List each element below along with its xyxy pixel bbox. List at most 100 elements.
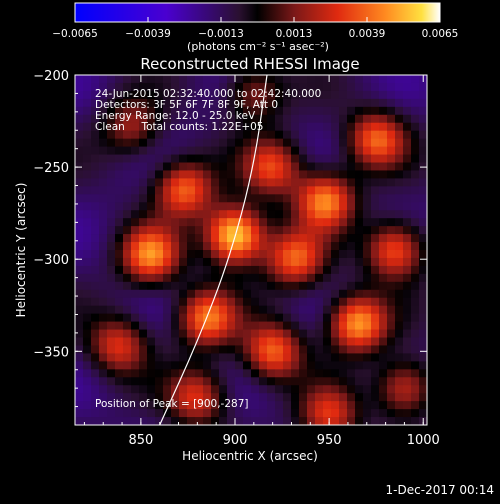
heatmap-cell <box>259 329 268 339</box>
annotation-detectors: Detectors: 3F 5F 6F 7F 8F 9F, Att 0 <box>95 99 278 111</box>
heatmap-cell <box>283 122 292 132</box>
heatmap-cell <box>107 178 116 187</box>
heatmap-cell <box>123 122 132 132</box>
heatmap-cell <box>283 337 292 347</box>
heatmap-cell <box>331 106 340 116</box>
heatmap-cell <box>395 265 404 275</box>
heatmap-cell <box>299 250 308 259</box>
heatmap-cell <box>195 226 204 235</box>
heatmap-cell <box>355 393 364 402</box>
heatmap-cell <box>363 90 372 100</box>
heatmap-cell <box>259 393 268 402</box>
heatmap-cell <box>115 417 124 425</box>
heatmap-cell <box>387 257 396 267</box>
heatmap-cell <box>235 337 244 347</box>
solar-limb-line <box>159 75 268 425</box>
heatmap-cell <box>235 210 244 219</box>
heatmap-cell <box>83 122 92 132</box>
heatmap-cell <box>267 265 276 275</box>
heatmap-cell <box>163 337 172 347</box>
heatmap-cell <box>163 154 172 164</box>
heatmap-cell <box>139 242 148 251</box>
heatmap-cell <box>251 313 260 323</box>
heatmap-cell <box>163 90 172 100</box>
heatmap-cell <box>355 361 364 370</box>
heatmap-cell <box>323 353 332 362</box>
heatmap-cell <box>219 329 228 339</box>
heatmap-cell <box>171 273 180 283</box>
heatmap-cell <box>267 321 276 331</box>
heatmap-cell <box>411 385 420 394</box>
heatmap-cell <box>123 377 132 386</box>
heatmap-cell <box>83 281 92 291</box>
colorbar-unit-label: (photons cm⁻² s⁻¹ asec⁻²) <box>187 40 329 53</box>
heatmap-cell <box>411 178 420 187</box>
heatmap-cell <box>379 178 388 187</box>
heatmap-cell <box>379 409 388 418</box>
heatmap-cell <box>235 377 244 386</box>
heatmap-cell <box>211 369 220 378</box>
heatmap-cell <box>259 218 268 227</box>
heatmap-cell <box>307 361 316 370</box>
heatmap-cell <box>147 369 156 378</box>
heatmap-cell <box>315 273 324 283</box>
heatmap-cell <box>139 393 148 402</box>
heatmap-cell <box>379 242 388 251</box>
heatmap-cell <box>243 98 252 108</box>
heatmap-cell <box>411 273 420 283</box>
heatmap-cell <box>315 178 324 187</box>
heatmap-cell <box>139 250 148 259</box>
heatmap-cell <box>331 297 340 307</box>
heatmap-cell <box>203 194 212 203</box>
heatmap-cell <box>195 361 204 370</box>
heatmap-cell <box>107 154 116 164</box>
heatmap-cell <box>107 321 116 331</box>
heatmap-cell <box>363 114 372 124</box>
heatmap-cell <box>291 281 300 291</box>
heatmap-cell <box>419 273 427 283</box>
heatmap-cell <box>291 329 300 339</box>
heatmap-cell <box>291 385 300 394</box>
heatmap-cell <box>307 162 316 172</box>
heatmap-cell <box>315 409 324 418</box>
heatmap-cell <box>171 265 180 275</box>
heatmap-cell <box>275 250 284 259</box>
heatmap-cell <box>275 361 284 370</box>
heatmap-cell <box>171 234 180 243</box>
heatmap-cell <box>395 305 404 315</box>
heatmap-cell <box>83 170 92 179</box>
heatmap-cell <box>187 82 196 92</box>
heatmap-cell <box>387 90 396 100</box>
heatmap-cell <box>291 170 300 179</box>
heatmap-cell <box>155 202 164 211</box>
heatmap-cell <box>171 138 180 148</box>
heatmap-cell <box>155 353 164 362</box>
heatmap-cell <box>267 393 276 402</box>
heatmap-cell <box>259 305 268 315</box>
heatmap-cell <box>259 250 268 259</box>
heatmap-cell <box>403 170 412 179</box>
heatmap-cell <box>291 321 300 331</box>
heatmap-cell <box>419 257 427 267</box>
heatmap-cell <box>179 138 188 148</box>
heatmap-cell <box>179 250 188 259</box>
heatmap-cell <box>243 170 252 179</box>
heatmap-cell <box>379 305 388 315</box>
heatmap-cell <box>187 75 196 84</box>
heatmap-cell <box>387 170 396 179</box>
heatmap-cell <box>147 130 156 140</box>
heatmap-cell <box>387 265 396 275</box>
heatmap-cell <box>91 273 100 283</box>
heatmap-cell <box>195 202 204 211</box>
heatmap-cell <box>139 210 148 219</box>
heatmap-cell <box>227 361 236 370</box>
heatmap-cell <box>195 257 204 267</box>
heatmap-cell <box>75 90 84 100</box>
heatmap-cell <box>147 377 156 386</box>
heatmap-cell <box>379 138 388 148</box>
heatmap-cell <box>75 321 84 331</box>
heatmap-cell <box>323 345 332 354</box>
heatmap-cell <box>363 146 372 156</box>
heatmap-cell <box>387 289 396 299</box>
heatmap-cell <box>355 385 364 394</box>
